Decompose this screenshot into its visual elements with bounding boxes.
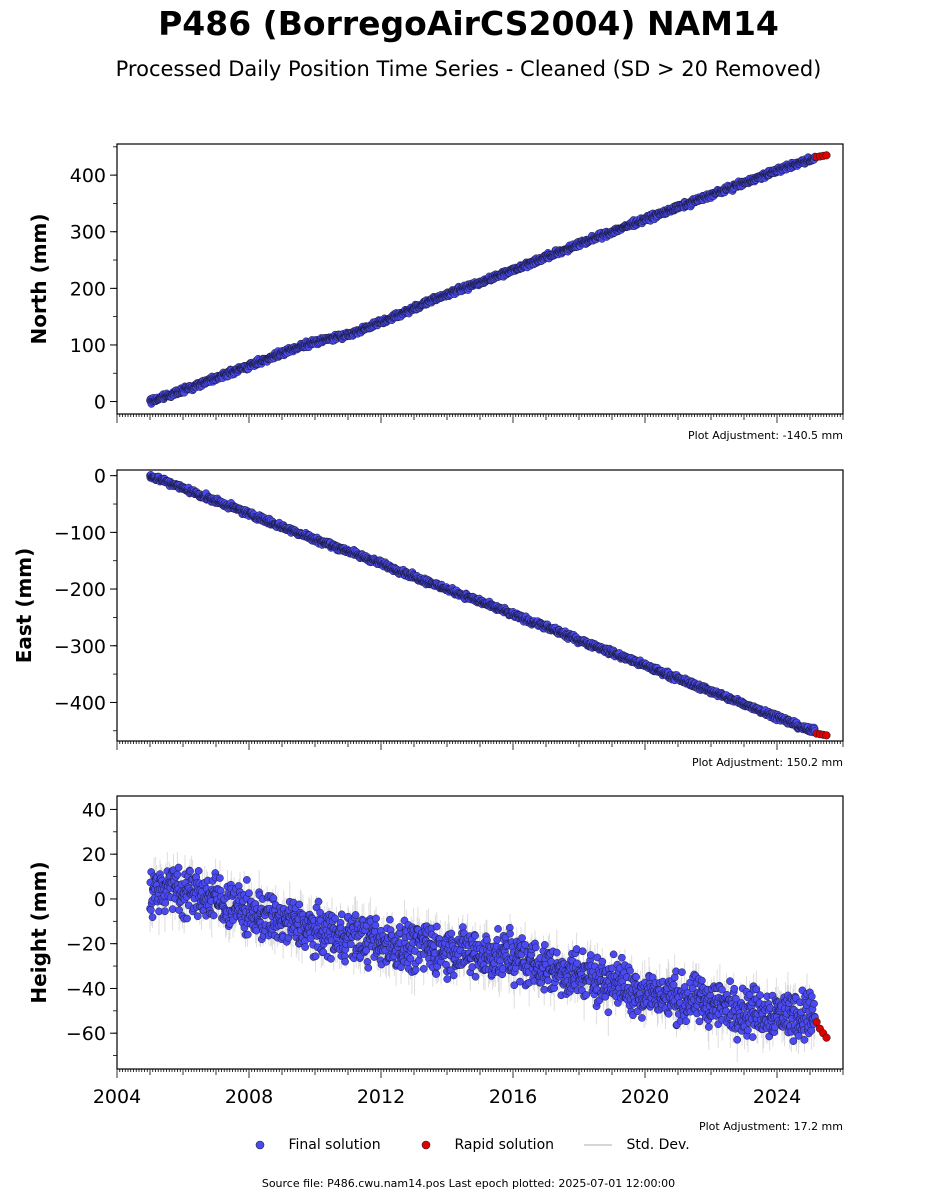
plot-adjustment-label: Plot Adjustment: -140.5 mm [688, 429, 843, 442]
y-tick-label: 300 [70, 222, 106, 244]
rapid-point [823, 152, 831, 160]
y-tick-label: 200 [70, 278, 106, 300]
panel-data-group [146, 471, 830, 739]
panel-1: 0 100 200 300 400 North (mm) Plot Adjustment: … [27, 144, 843, 442]
y-tick-label: 0 [94, 392, 106, 414]
panel-data-group [146, 152, 830, 408]
figure: P486 (BorregoAirCS2004) NAM14 Processed … [0, 0, 937, 1200]
y-tick-label: 100 [70, 335, 106, 357]
plot-area: 0 100 200 300 400 North (mm) Plot Adjustment: … [0, 0, 937, 1200]
y-axis-label: North (mm) [27, 213, 51, 344]
y-tick-label: 400 [70, 165, 106, 187]
